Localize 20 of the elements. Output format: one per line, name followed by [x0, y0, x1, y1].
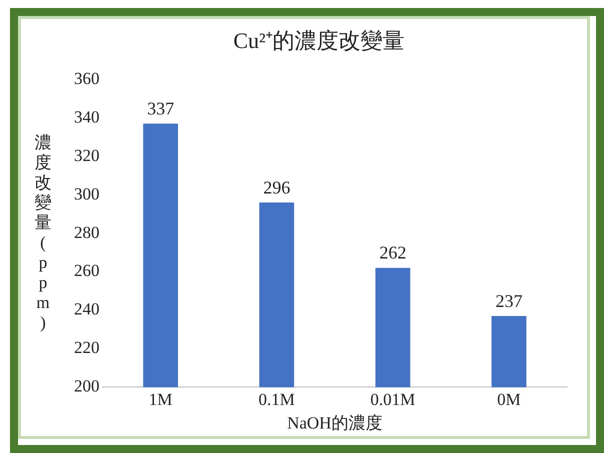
x-tick-label: 0M: [497, 390, 521, 409]
text: 濃度改變量(ppm): [34, 132, 52, 332]
x-tick-label: 1M: [148, 390, 172, 409]
x-tick-label: 0.1M: [258, 390, 295, 409]
x-tick-label: 0.01M: [370, 390, 416, 409]
y-tick-label: 200: [74, 376, 100, 396]
data-label: 262: [379, 242, 406, 263]
data-label: 237: [495, 290, 522, 311]
chart-title: Cu²⁺的濃度改變量: [233, 28, 405, 53]
data-label: 337: [147, 98, 174, 118]
y-tick-label: 240: [74, 300, 100, 319]
y-tick-label: 300: [74, 184, 100, 204]
y-tick-label: 220: [74, 338, 100, 358]
y-tick-label: 340: [74, 107, 100, 126]
y-tick-label: 320: [74, 146, 100, 165]
y-tick-label: 360: [74, 68, 100, 88]
data-label: 296: [263, 177, 290, 198]
y-tick-label: 260: [74, 261, 100, 280]
x-axis-title: NaOH的濃度: [287, 413, 382, 432]
y-tick-label: 280: [74, 222, 100, 242]
